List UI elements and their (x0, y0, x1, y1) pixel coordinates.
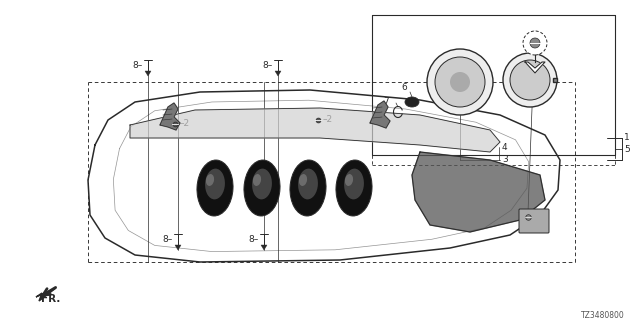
Text: 6: 6 (401, 84, 407, 92)
Text: TZ3480800: TZ3480800 (581, 310, 625, 319)
Polygon shape (160, 103, 180, 130)
Polygon shape (370, 101, 390, 128)
Polygon shape (175, 245, 181, 250)
Circle shape (427, 49, 493, 115)
Circle shape (450, 72, 470, 92)
Ellipse shape (405, 97, 419, 107)
Text: –2: –2 (180, 119, 190, 129)
Ellipse shape (336, 160, 372, 216)
Polygon shape (36, 288, 56, 301)
Ellipse shape (252, 169, 272, 199)
Polygon shape (261, 245, 267, 250)
Circle shape (523, 31, 547, 55)
Text: 5: 5 (624, 145, 630, 154)
Text: 8–: 8– (263, 61, 273, 70)
Text: 8–: 8– (249, 236, 259, 244)
Ellipse shape (299, 174, 307, 186)
Ellipse shape (298, 169, 318, 199)
Ellipse shape (290, 160, 326, 216)
Ellipse shape (344, 169, 364, 199)
Text: 4: 4 (502, 142, 508, 151)
Circle shape (435, 57, 485, 107)
Text: –2: –2 (323, 116, 333, 124)
Polygon shape (525, 62, 545, 73)
Polygon shape (88, 90, 560, 262)
FancyBboxPatch shape (519, 209, 549, 233)
Text: FR.: FR. (41, 294, 60, 304)
Ellipse shape (244, 160, 280, 216)
Text: 7: 7 (383, 98, 389, 107)
Polygon shape (275, 71, 281, 76)
Text: B-46: B-46 (523, 74, 547, 84)
Polygon shape (145, 71, 151, 76)
Text: 3: 3 (502, 156, 508, 164)
Text: 1: 1 (624, 133, 630, 142)
Text: 8–: 8– (163, 236, 173, 244)
Ellipse shape (253, 174, 261, 186)
Ellipse shape (205, 169, 225, 199)
Circle shape (503, 53, 557, 107)
Polygon shape (412, 152, 545, 232)
Ellipse shape (197, 160, 233, 216)
Ellipse shape (206, 174, 214, 186)
Ellipse shape (345, 174, 353, 186)
Polygon shape (130, 108, 500, 152)
Circle shape (530, 38, 540, 48)
Circle shape (510, 60, 550, 100)
Text: 8–: 8– (132, 61, 143, 70)
